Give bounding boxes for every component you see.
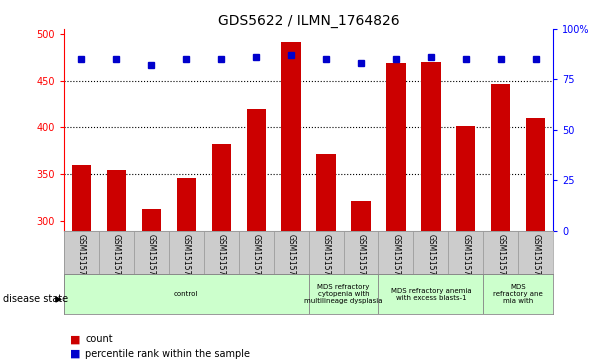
- Bar: [421, 62, 441, 231]
- Bar: [351, 200, 371, 231]
- Text: GSM1515758: GSM1515758: [496, 234, 505, 285]
- Text: GSM1515748: GSM1515748: [147, 234, 156, 285]
- Text: GSM1515759: GSM1515759: [531, 234, 541, 285]
- Text: MDS refractory anemia
with excess blasts-1: MDS refractory anemia with excess blasts…: [390, 287, 471, 301]
- Text: GSM1515746: GSM1515746: [77, 234, 86, 285]
- Text: count: count: [85, 334, 112, 344]
- Text: MDS
refractory ane
mia with: MDS refractory ane mia with: [494, 284, 543, 304]
- Text: control: control: [174, 291, 198, 297]
- Bar: [238, 231, 274, 274]
- Bar: [413, 231, 448, 274]
- Text: MDS refractory
cytopenia with
multilineage dysplasia: MDS refractory cytopenia with multilinea…: [304, 284, 383, 304]
- Text: ■: ■: [70, 334, 80, 344]
- Bar: [378, 231, 413, 274]
- Text: GSM1515752: GSM1515752: [286, 234, 295, 285]
- Text: GSM1515750: GSM1515750: [216, 234, 226, 285]
- Bar: [168, 231, 204, 274]
- Bar: [526, 118, 545, 231]
- Bar: [308, 274, 378, 314]
- Bar: [282, 42, 301, 231]
- Bar: [378, 274, 483, 314]
- Bar: [72, 165, 91, 231]
- Text: GSM1515756: GSM1515756: [426, 234, 435, 285]
- Bar: [246, 109, 266, 231]
- Bar: [64, 274, 308, 314]
- Bar: [106, 170, 126, 231]
- Text: GSM1515753: GSM1515753: [322, 234, 331, 285]
- Bar: [386, 63, 406, 231]
- Bar: [316, 154, 336, 231]
- Text: GSM1515751: GSM1515751: [252, 234, 261, 285]
- Title: GDS5622 / ILMN_1764826: GDS5622 / ILMN_1764826: [218, 14, 399, 28]
- Text: GSM1515749: GSM1515749: [182, 234, 191, 285]
- Bar: [274, 231, 308, 274]
- Bar: [176, 178, 196, 231]
- Bar: [212, 144, 231, 231]
- Bar: [456, 126, 475, 231]
- Text: GSM1515755: GSM1515755: [392, 234, 401, 285]
- Bar: [142, 209, 161, 231]
- Bar: [518, 231, 553, 274]
- Text: GSM1515747: GSM1515747: [112, 234, 121, 285]
- Bar: [308, 231, 344, 274]
- Bar: [448, 231, 483, 274]
- Bar: [344, 231, 378, 274]
- Bar: [98, 231, 134, 274]
- Bar: [483, 274, 553, 314]
- Bar: [483, 231, 518, 274]
- Bar: [134, 231, 168, 274]
- Bar: [491, 84, 511, 231]
- Bar: [64, 231, 98, 274]
- Bar: [204, 231, 238, 274]
- Text: percentile rank within the sample: percentile rank within the sample: [85, 349, 250, 359]
- Text: GSM1515757: GSM1515757: [461, 234, 471, 285]
- Text: GSM1515754: GSM1515754: [356, 234, 365, 285]
- Text: disease state: disease state: [3, 294, 68, 305]
- Text: ■: ■: [70, 349, 80, 359]
